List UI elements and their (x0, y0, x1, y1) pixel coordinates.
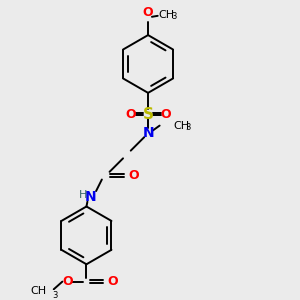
Text: CH: CH (159, 10, 175, 20)
Text: 3: 3 (186, 123, 191, 132)
Text: O: O (62, 275, 73, 288)
Text: CH: CH (30, 286, 46, 296)
Text: 3: 3 (52, 291, 58, 300)
Text: H: H (78, 190, 87, 200)
Text: S: S (142, 106, 154, 122)
Text: O: O (125, 107, 136, 121)
Text: O: O (143, 6, 153, 19)
Text: N: N (85, 190, 96, 204)
Text: O: O (160, 107, 171, 121)
Text: CH: CH (173, 121, 189, 130)
Text: N: N (142, 126, 154, 140)
Text: 3: 3 (171, 12, 177, 21)
Text: O: O (108, 275, 118, 288)
Text: O: O (129, 169, 140, 182)
